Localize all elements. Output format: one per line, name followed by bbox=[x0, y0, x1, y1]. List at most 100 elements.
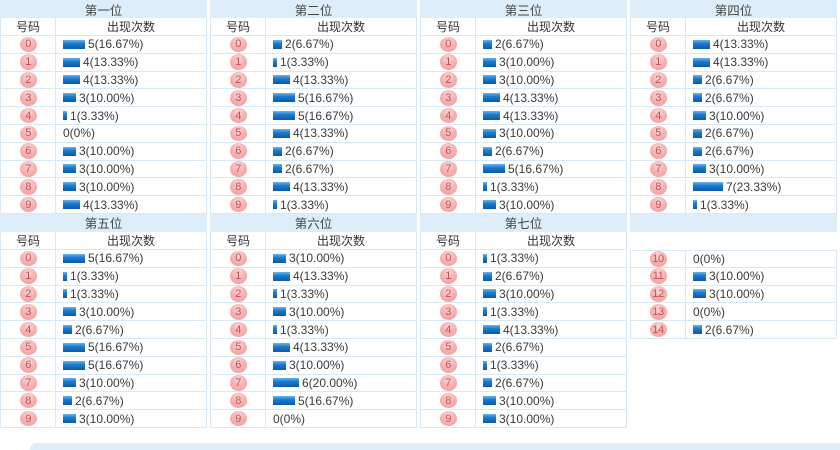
occurrence-cell: 3(10.00%) bbox=[56, 160, 207, 178]
occurrence-cell: 5(16.67%) bbox=[266, 107, 417, 124]
count-label: 5(16.67%) bbox=[298, 108, 354, 123]
number-cell: 8 bbox=[1, 392, 56, 410]
occurrence-cell: 5(16.67%) bbox=[476, 160, 627, 178]
table-row: 1 3(10.00%) bbox=[420, 53, 627, 72]
count-bar bbox=[693, 57, 710, 67]
occurrence-column-header: 出现次数 bbox=[56, 18, 207, 35]
count-label: 3(10.00%) bbox=[499, 286, 555, 301]
count-label: 3(10.00%) bbox=[499, 72, 555, 87]
number-cell: 2 bbox=[211, 71, 266, 89]
number-cell: 6 bbox=[211, 142, 266, 160]
number-cell: 1 bbox=[631, 53, 686, 71]
count-bar bbox=[483, 93, 500, 103]
occurrence-cell: 4(13.33%) bbox=[266, 71, 417, 89]
occurrence-cell: 3(10.00%) bbox=[56, 410, 207, 427]
count-bar bbox=[273, 289, 277, 299]
table-row: 5 4(13.33%) bbox=[210, 338, 417, 357]
occurrence-cell: 1(3.33%) bbox=[56, 107, 207, 124]
number-cell: 0 bbox=[421, 249, 476, 267]
occurrence-cell: 0(0%) bbox=[686, 250, 837, 267]
count-bar bbox=[63, 271, 67, 281]
occurrence-cell: 4(13.33%) bbox=[266, 338, 417, 356]
occurrence-cell: 7(23.33%) bbox=[686, 178, 837, 196]
number-ball: 6 bbox=[19, 143, 37, 159]
number-cell: 8 bbox=[631, 178, 686, 196]
table-row: 2 4(13.33%) bbox=[210, 71, 417, 90]
occurrence-cell: 3(10.00%) bbox=[56, 303, 207, 321]
number-ball: 0 bbox=[229, 250, 247, 267]
number-cell: 8 bbox=[421, 178, 476, 196]
table-row: 6 2(6.67%) bbox=[210, 142, 417, 161]
occurrence-column-header: 出现次数 bbox=[476, 231, 627, 249]
count-bar bbox=[273, 200, 277, 210]
number-cell: 7 bbox=[211, 374, 266, 392]
occurrence-cell: 4(13.33%) bbox=[476, 321, 627, 338]
number-ball: 5 bbox=[439, 339, 457, 356]
count-bar bbox=[693, 39, 710, 49]
number-ball: 0 bbox=[19, 250, 37, 267]
number-cell: 8 bbox=[211, 178, 266, 196]
number-cell: 0 bbox=[1, 249, 56, 267]
table-row: 8 4(13.33%) bbox=[210, 178, 417, 197]
count-bar bbox=[273, 128, 290, 138]
number-ball: 1 bbox=[19, 54, 37, 70]
number-ball: 8 bbox=[229, 392, 247, 409]
number-cell: 1 bbox=[421, 53, 476, 71]
occurrence-cell: 2(6.67%) bbox=[476, 142, 627, 160]
count-label: 4(13.33%) bbox=[293, 269, 349, 284]
table-row: 4 1(3.33%) bbox=[210, 321, 417, 339]
occurrence-cell: 1(3.33%) bbox=[476, 178, 627, 196]
number-cell: 3 bbox=[211, 303, 266, 321]
number-cell: 4 bbox=[1, 321, 56, 338]
count-label: 2(6.67%) bbox=[285, 37, 334, 52]
table-row: 7 3(10.00%) bbox=[0, 160, 207, 179]
number-ball: 5 bbox=[19, 125, 37, 142]
table-row: 1 4(13.33%) bbox=[210, 267, 417, 286]
count-label: 2(6.67%) bbox=[495, 375, 544, 390]
count-label: 1(3.33%) bbox=[280, 322, 329, 337]
table-row: 3 3(10.00%) bbox=[210, 303, 417, 322]
number-cell: 12 bbox=[631, 285, 686, 303]
occurrence-cell: 3(10.00%) bbox=[476, 392, 627, 410]
count-label: 1(3.33%) bbox=[70, 269, 119, 284]
stats-grid: 第一位 号码 出现次数 0 5(16.67%) 1 4(13.33%) 2 4(13.33%) 3… bbox=[0, 0, 837, 428]
count-label: 3(10.00%) bbox=[709, 286, 765, 301]
count-bar bbox=[693, 182, 723, 192]
count-bar bbox=[483, 342, 492, 352]
number-ball: 9 bbox=[19, 196, 37, 213]
table-row: 0 5(16.67%) bbox=[0, 249, 207, 268]
number-cell: 4 bbox=[631, 107, 686, 124]
number-column-header: 号码 bbox=[211, 231, 266, 249]
number-ball: 4 bbox=[229, 321, 247, 338]
count-label: 1(3.33%) bbox=[490, 179, 539, 194]
table-row: 0 2(6.67%) bbox=[420, 36, 627, 54]
count-label: 2(6.67%) bbox=[75, 322, 124, 337]
number-ball: 5 bbox=[649, 125, 667, 142]
occurrence-cell: 3(10.00%) bbox=[686, 107, 837, 124]
table-header-row: 号码 出现次数 bbox=[420, 231, 627, 250]
number-cell: 6 bbox=[631, 142, 686, 160]
count-label: 1(3.33%) bbox=[490, 358, 539, 373]
count-bar bbox=[483, 360, 487, 370]
table-title: 第七位 bbox=[420, 213, 627, 232]
occurrence-cell: 4(13.33%) bbox=[56, 53, 207, 71]
count-bar bbox=[273, 75, 290, 85]
number-ball: 6 bbox=[229, 357, 247, 373]
count-label: 3(10.00%) bbox=[289, 304, 345, 319]
table-row: 3 1(3.33%) bbox=[420, 303, 627, 322]
count-label: 4(13.33%) bbox=[713, 37, 769, 52]
number-ball: 7 bbox=[19, 375, 37, 391]
occurrence-cell: 3(10.00%) bbox=[266, 249, 417, 267]
table-row: 10 0(0%) bbox=[630, 249, 837, 268]
table-title: 第四位 bbox=[630, 0, 837, 18]
occurrence-cell: 3(10.00%) bbox=[56, 374, 207, 392]
count-label: 5(16.67%) bbox=[88, 358, 144, 373]
count-bar bbox=[483, 200, 496, 210]
number-ball: 10 bbox=[649, 251, 667, 267]
count-label: 2(6.67%) bbox=[705, 72, 754, 87]
count-bar bbox=[483, 39, 492, 49]
number-ball: 1 bbox=[649, 54, 667, 70]
count-bar bbox=[693, 93, 702, 103]
number-ball: 0 bbox=[439, 250, 457, 267]
number-cell: 4 bbox=[211, 107, 266, 124]
